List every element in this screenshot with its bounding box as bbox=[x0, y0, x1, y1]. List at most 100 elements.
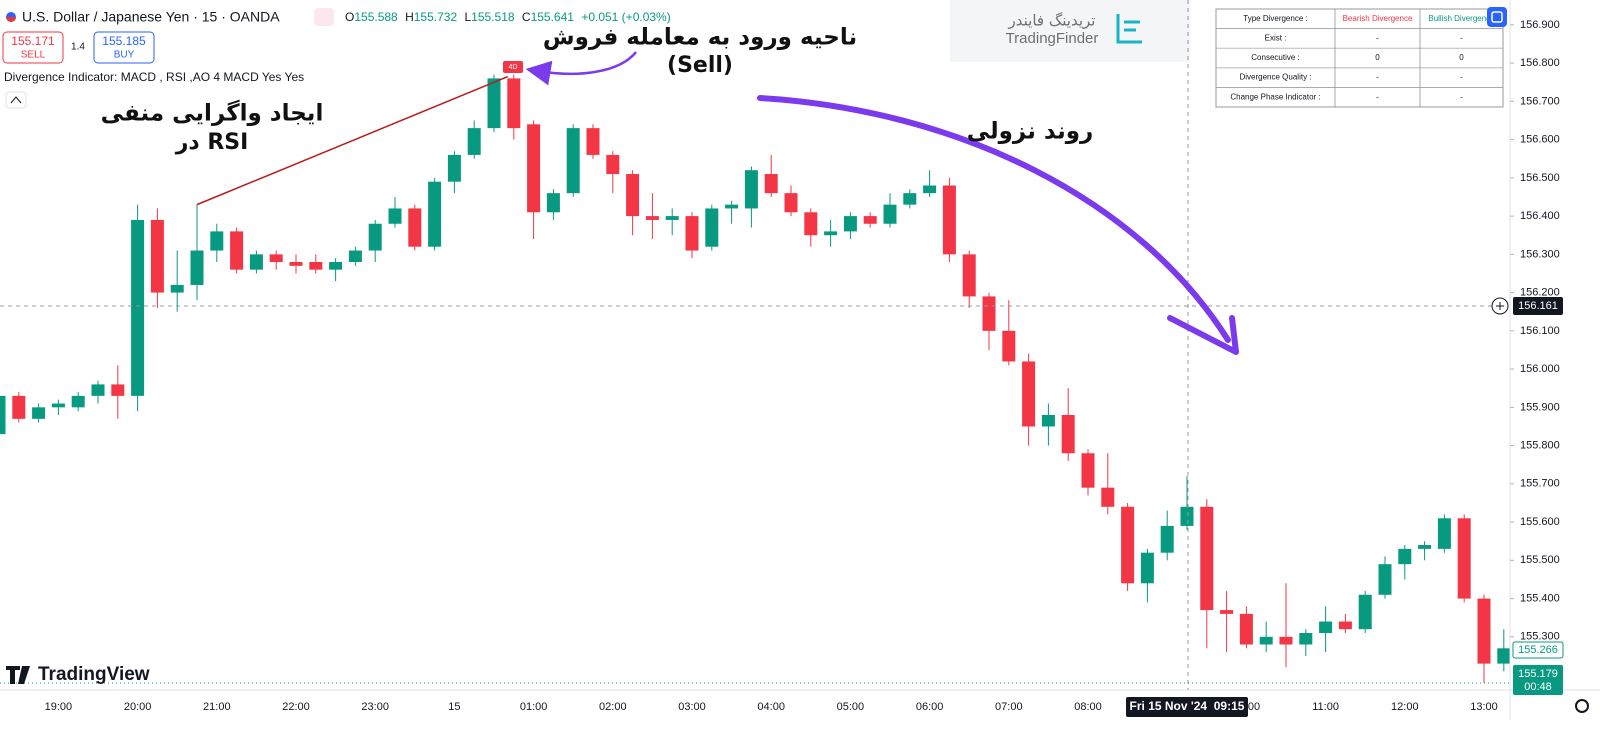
table-text: - bbox=[1460, 34, 1463, 43]
x-tick-label: 04:00 bbox=[757, 701, 785, 713]
candle-body bbox=[1338, 621, 1352, 630]
candle-body bbox=[487, 78, 501, 129]
y-tick-label: 156.500 bbox=[1520, 172, 1560, 184]
candle-body bbox=[0, 395, 6, 435]
candle-body bbox=[527, 124, 541, 213]
candle-body bbox=[348, 250, 362, 263]
candle-body bbox=[685, 216, 699, 251]
candle-body bbox=[1319, 621, 1333, 634]
ohlc-value: 155.641 bbox=[531, 10, 575, 24]
candle-body bbox=[1041, 414, 1055, 427]
previous-price-box bbox=[1512, 641, 1564, 659]
y-tick-label: 156.400 bbox=[1520, 210, 1560, 222]
table-text: - bbox=[1376, 73, 1379, 82]
candle-body bbox=[784, 193, 798, 213]
candle-body bbox=[546, 193, 560, 213]
candle-body bbox=[942, 185, 956, 255]
y-tick-label: 155.600 bbox=[1520, 516, 1560, 528]
x-tick-label: 02:00 bbox=[599, 701, 627, 713]
candle-body bbox=[1022, 361, 1036, 427]
table-text: Type Divergence : bbox=[1243, 14, 1307, 23]
entry-arrow bbox=[525, 51, 637, 86]
candle-body bbox=[804, 212, 818, 236]
candle-body bbox=[1418, 545, 1432, 549]
candle-body bbox=[1081, 453, 1095, 488]
candle-body bbox=[606, 154, 620, 175]
y-tick-label: 155.700 bbox=[1520, 478, 1560, 490]
candle-body bbox=[962, 254, 976, 297]
sell-price: 155.171 bbox=[11, 34, 55, 48]
candle-body bbox=[725, 204, 739, 209]
table-text: - bbox=[1460, 73, 1463, 82]
crosshair-price-box bbox=[1513, 297, 1563, 315]
x-tick-label: 15 bbox=[448, 701, 460, 713]
last-price: 155.179 bbox=[1518, 668, 1558, 680]
candle-body bbox=[190, 250, 204, 285]
watermark-en: TradingFinder bbox=[1006, 30, 1099, 47]
collapse-button[interactable] bbox=[5, 91, 27, 109]
table-text: Change Phase Indicator : bbox=[1230, 92, 1320, 101]
table-text: Bearish Divergence bbox=[1343, 14, 1413, 23]
divergence-table: Type Divergence : Bearish Divergence Bulli… bbox=[1215, 8, 1504, 108]
y-tick-label: 155.500 bbox=[1520, 554, 1560, 566]
candle-body bbox=[645, 216, 659, 220]
candle-body bbox=[1437, 518, 1451, 549]
sell-button[interactable] bbox=[2, 31, 64, 64]
indicator-icon[interactable] bbox=[314, 8, 334, 26]
candle-body bbox=[428, 181, 442, 247]
candle-body bbox=[705, 208, 719, 247]
candle-body bbox=[1002, 330, 1016, 362]
watermark-logo bbox=[1116, 14, 1142, 44]
candle-body bbox=[91, 384, 105, 396]
y-tick-label: 156.900 bbox=[1520, 19, 1560, 31]
table-text: Consecutive : bbox=[1251, 53, 1299, 62]
candle-body bbox=[131, 219, 145, 396]
candle-body bbox=[1299, 633, 1313, 645]
ohlc-key: H bbox=[405, 10, 414, 24]
candle-body bbox=[230, 231, 244, 270]
settings-button[interactable] bbox=[1487, 7, 1507, 27]
candle-body bbox=[1160, 525, 1174, 553]
candle-body bbox=[467, 128, 481, 155]
divergence-line bbox=[196, 75, 509, 206]
y-tick-label: 155.400 bbox=[1520, 592, 1560, 604]
buy-button[interactable] bbox=[93, 31, 155, 64]
x-tick-label: 20:00 bbox=[124, 701, 152, 713]
candle-body bbox=[447, 154, 461, 182]
table-text: 0 bbox=[1375, 53, 1380, 62]
table-text: - bbox=[1376, 34, 1379, 43]
candle-body bbox=[883, 204, 897, 224]
candle-body bbox=[923, 185, 937, 194]
ohlc-value: 155.732 bbox=[414, 10, 458, 24]
y-tick-label: 156.800 bbox=[1520, 57, 1560, 69]
candle-body bbox=[309, 262, 323, 270]
candle-body bbox=[269, 254, 283, 263]
crosshair-time-box bbox=[1126, 697, 1248, 717]
candle-body bbox=[507, 78, 521, 129]
crosshair-price: 156.161 bbox=[1518, 300, 1558, 312]
x-tick-label: 05:00 bbox=[837, 701, 865, 713]
candle-body bbox=[1358, 594, 1372, 630]
settings-gear[interactable] bbox=[1575, 699, 1589, 713]
table-text: Divergence Quality : bbox=[1239, 73, 1311, 82]
x-tick-label: 03:00 bbox=[678, 701, 706, 713]
y-tick-label: 155.900 bbox=[1520, 401, 1560, 413]
candle-body bbox=[1398, 548, 1412, 565]
candle-body bbox=[744, 170, 758, 209]
x-tick-label: 07:00 bbox=[995, 701, 1023, 713]
candle-body bbox=[586, 128, 600, 155]
x-tick-label: 06:00 bbox=[916, 701, 944, 713]
trend-arrow-head bbox=[1167, 315, 1239, 355]
ohlc-change: +0.051 (+0.03%) bbox=[581, 10, 670, 24]
tv-logo-icon bbox=[6, 666, 30, 684]
flag-icon bbox=[6, 17, 16, 22]
collapse-icon bbox=[10, 96, 22, 104]
y-tick-label: 156.100 bbox=[1520, 325, 1560, 337]
entry-annotation: ناحیه ورود به معامله فروش bbox=[543, 25, 857, 51]
x-tick-label: 11:00 bbox=[1312, 701, 1339, 713]
candle-body bbox=[1239, 613, 1253, 645]
plot-area bbox=[0, 74, 1510, 683]
y-tick-label: 156.200 bbox=[1520, 287, 1560, 299]
